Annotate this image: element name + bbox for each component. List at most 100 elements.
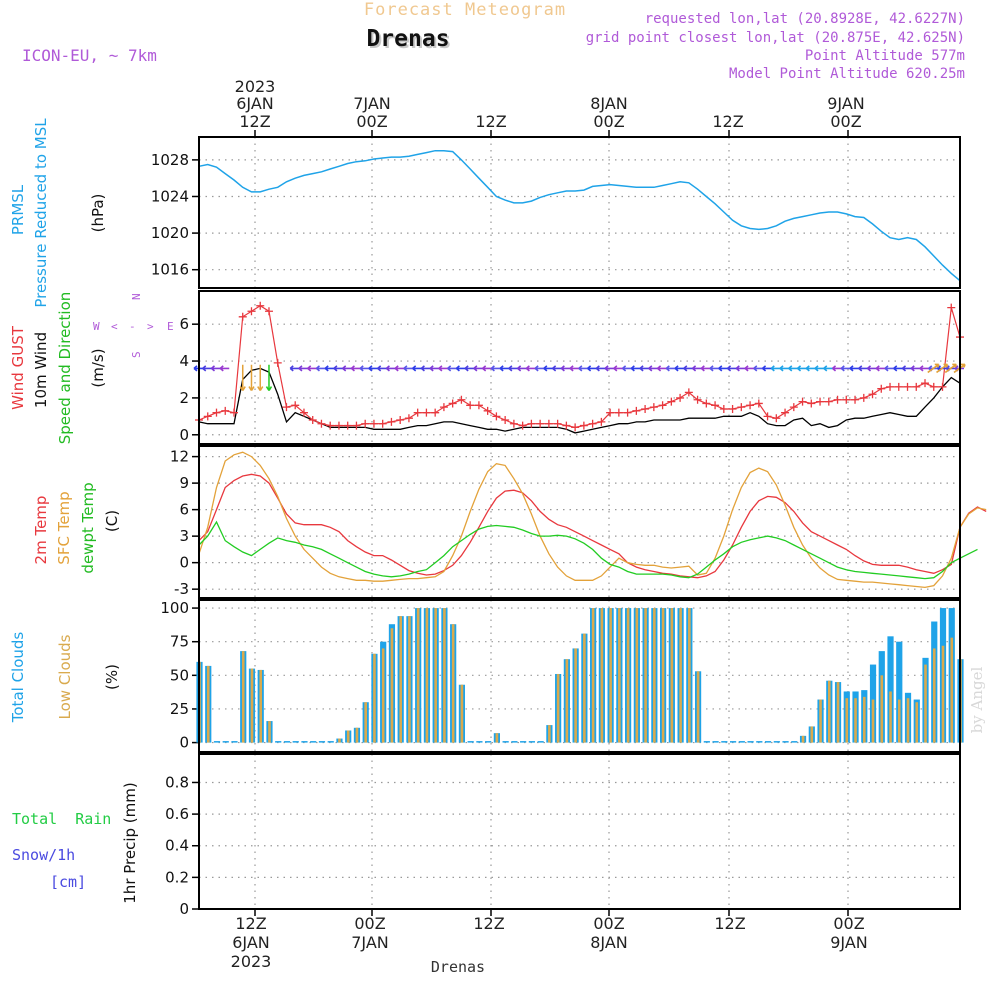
wind-gust-marker — [886, 382, 895, 391]
wind-gust-marker — [334, 421, 343, 430]
wind-gust-marker — [711, 401, 720, 410]
wind-gust-marker — [912, 382, 921, 391]
wind-gust-marker — [544, 419, 553, 428]
total-cloud-bar — [213, 741, 221, 743]
y-tick-label: 0.2 — [165, 868, 189, 886]
wind-gust-marker — [229, 408, 238, 417]
wind-direction-arrow — [257, 364, 264, 391]
wind-gust-marker — [221, 406, 230, 415]
wind-direction-arrow — [840, 365, 851, 372]
panel-frame — [198, 753, 961, 910]
wind-gust-marker — [929, 382, 938, 391]
wind-gust-marker — [868, 390, 877, 399]
low-clouds-label: Low Clouds — [56, 634, 74, 719]
bottom-axis-label: 12Z — [473, 914, 504, 933]
wind-direction-arrow — [744, 365, 755, 372]
wind-direction-arrow — [552, 365, 562, 372]
total-rain-label: Total Rain — [12, 810, 111, 828]
low-cloud-bar — [915, 702, 919, 743]
wind-direction-arrow — [420, 365, 431, 372]
low-cloud-bar — [871, 699, 875, 743]
wind-gust-marker — [833, 395, 842, 404]
y-tick-label: 4 — [179, 352, 189, 370]
low-cloud-bar — [583, 633, 586, 743]
wind-direction-arrow — [630, 365, 641, 372]
wind-gust-marker — [562, 421, 571, 430]
total-cloud-bar — [747, 741, 754, 743]
total-cloud-bar — [485, 741, 492, 743]
low-cloud-bar — [801, 735, 805, 743]
wind-gust-marker — [431, 408, 440, 417]
bottom-axis-label: 00Z 7JAN — [351, 914, 389, 952]
wind-direction-arrow — [455, 365, 466, 372]
wind-gust-marker — [536, 419, 545, 428]
wind-dir-label: Speed and Direction — [56, 292, 74, 445]
wind-direction-arrow — [797, 365, 807, 372]
wind-gust-marker — [238, 312, 247, 321]
wind-gust-marker — [553, 419, 562, 428]
low-cloud-bar — [618, 608, 621, 743]
wind-direction-arrow — [543, 365, 553, 372]
snow-label: Snow/1h — [12, 846, 75, 864]
total-cloud-bar — [283, 741, 291, 743]
wind-gust-marker — [597, 417, 606, 426]
low-cloud-bar — [591, 608, 595, 743]
total-cloud-bar — [467, 741, 474, 743]
wind-gust-marker — [352, 421, 361, 430]
wind-gust-marker — [623, 408, 632, 417]
low-cloud-bar — [688, 608, 691, 743]
y-tick-label: 1028 — [151, 151, 189, 169]
wind-direction-arrow — [587, 365, 597, 372]
total-cloud-bar — [310, 741, 317, 743]
wind-gust-marker — [676, 393, 685, 402]
wind-direction-arrow — [648, 365, 658, 372]
low-cloud-bar — [679, 608, 682, 743]
wind-direction-arrow — [832, 365, 842, 372]
wind-direction-arrow — [508, 365, 518, 372]
wind-gust-marker — [264, 307, 273, 316]
wind-direction-arrow — [805, 365, 816, 372]
compass-arrow-right: > — [147, 320, 154, 333]
model-altitude: Model Point Altitude 620.25m — [729, 66, 965, 82]
low-cloud-bar — [845, 698, 849, 743]
wind-direction-arrow — [665, 365, 676, 372]
wind-direction-arrow — [718, 365, 728, 372]
wind-gust-marker — [509, 419, 518, 428]
low-cloud-bar — [626, 608, 630, 743]
wind-direction-arrow — [412, 365, 422, 372]
panel-frame — [198, 290, 961, 445]
station-title: Drenas — [368, 28, 451, 54]
total-cloud-bar — [729, 741, 737, 743]
y-tick-label: 9 — [179, 474, 189, 492]
y-tick-label: 0 — [179, 426, 189, 444]
wind-gust-marker — [326, 421, 335, 430]
wind-direction-arrow — [753, 365, 763, 372]
wind-direction-arrow — [239, 364, 246, 391]
bottom-axis-label: 12Z — [714, 914, 745, 933]
wind-direction-arrow — [944, 363, 958, 374]
wind-direction-arrow — [210, 365, 221, 372]
wind-gust-marker — [501, 416, 510, 425]
wind-gust-marker — [816, 397, 825, 406]
y-tick-label: 1020 — [151, 224, 189, 242]
wind-direction-arrow — [779, 365, 790, 372]
low-cloud-bar — [355, 727, 359, 743]
requested-coords: requested lon,lat (20.8928E, 42.6227N) — [645, 11, 965, 27]
wind-direction-arrow — [385, 365, 396, 372]
low-cloud-bar — [556, 673, 560, 743]
total-cloud-bar — [791, 741, 798, 743]
low-cloud-bar — [416, 608, 420, 743]
y-tick-label: -3 — [174, 580, 189, 598]
wind-direction-arrow — [919, 365, 930, 372]
low-cloud-bar — [451, 624, 455, 743]
watermark: by Angel — [968, 666, 986, 733]
low-cloud-bar — [644, 608, 647, 743]
low-cloud-bar — [399, 616, 402, 743]
compass-w: W — [93, 320, 100, 333]
wind-gust-marker — [273, 358, 282, 367]
low-cloud-bar — [653, 608, 656, 743]
wind-gust-label: Wind GUST — [9, 325, 27, 410]
y-tick-label: 0.6 — [165, 805, 189, 823]
gridpoint-coords: grid point closest lon,lat (20.875E, 42.… — [586, 30, 965, 46]
